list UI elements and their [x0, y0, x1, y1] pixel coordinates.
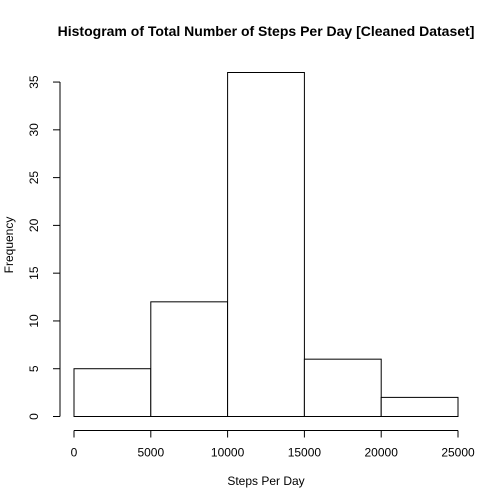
y-axis: 0 5 10 15 20 25 30 35 [27, 75, 61, 420]
x-tick-label-3: 15000 [288, 446, 322, 460]
y-tick-label-3: 15 [27, 266, 41, 280]
histogram-bar-2 [227, 72, 305, 417]
y-tick-label-2: 10 [27, 314, 41, 328]
y-tick-label-7: 35 [27, 75, 41, 89]
x-tick-label-2: 10000 [211, 446, 245, 460]
histogram-bar-1 [150, 301, 229, 418]
y-tick-label-4: 20 [27, 218, 41, 232]
x-axis: 0 5000 10000 15000 20000 25000 [71, 430, 475, 460]
y-tick-label-6: 30 [27, 123, 41, 137]
y-axis-title: Frequency [2, 217, 16, 274]
histogram-bars [73, 72, 459, 418]
x-tick-label-5: 25000 [441, 446, 475, 460]
histogram-bar-3 [303, 358, 382, 417]
x-tick-label-4: 20000 [365, 446, 399, 460]
y-tick-label-0: 0 [27, 413, 41, 420]
y-tick-label-5: 25 [27, 171, 41, 185]
y-tick-label-1: 5 [27, 365, 41, 372]
x-axis-title: Steps Per Day [227, 474, 304, 488]
histogram-bar-0 [73, 368, 152, 418]
x-tick-label-1: 5000 [137, 446, 164, 460]
histogram-bar-4 [380, 396, 459, 417]
chart-title: Histogram of Total Number of Steps Per D… [58, 23, 475, 39]
x-tick-label-0: 0 [71, 446, 78, 460]
